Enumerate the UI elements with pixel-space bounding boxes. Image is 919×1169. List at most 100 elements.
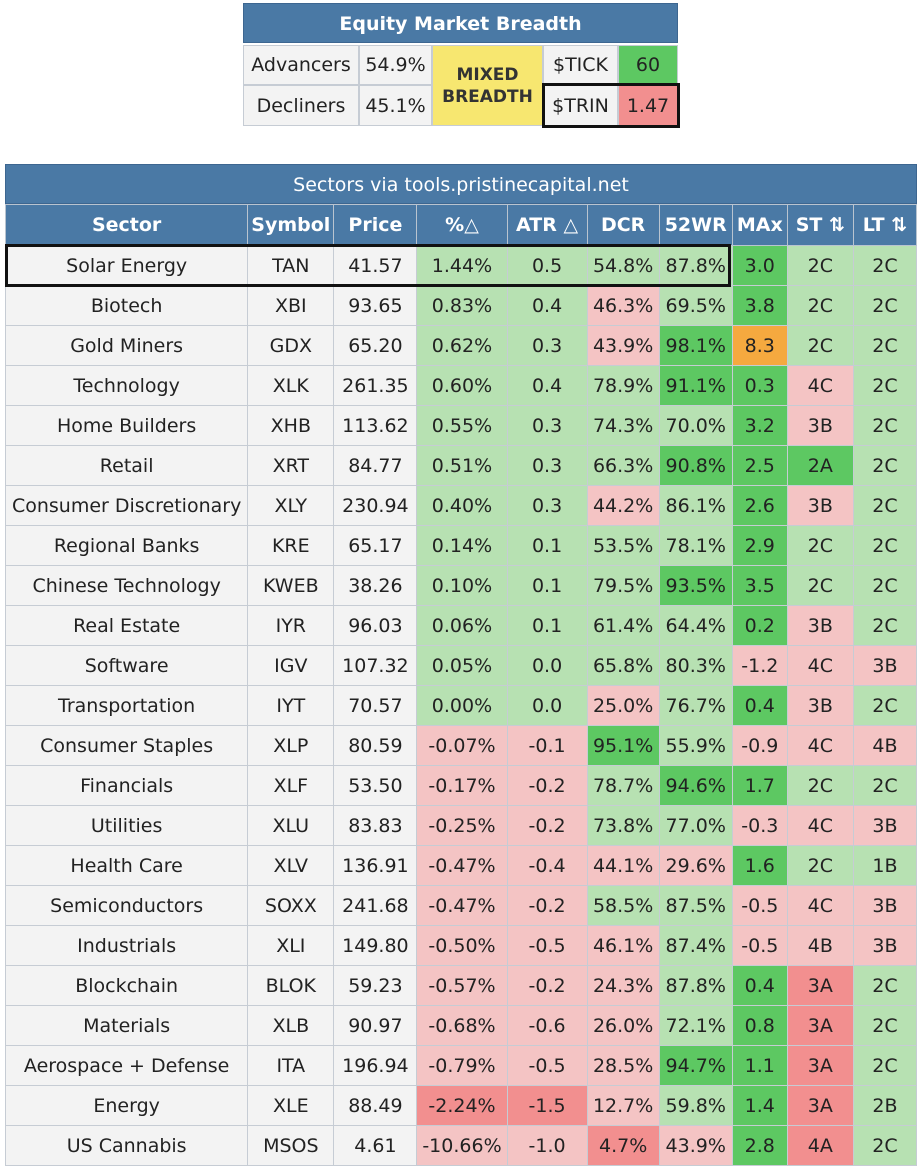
- cell-lt: 2C: [852, 1045, 918, 1086]
- cell-price: 107.32: [333, 645, 418, 686]
- cell-symbol: IYT: [247, 685, 335, 726]
- cell-sector: US Cannabis: [4, 1125, 249, 1166]
- cell-max: -0.5: [731, 885, 788, 926]
- cell-symbol: IGV: [247, 645, 335, 686]
- cell-dcr: 25.0%: [586, 685, 660, 726]
- cell-lt: 2C: [852, 405, 918, 446]
- cell-52wr: 93.5%: [658, 565, 733, 606]
- cell-52wr: 78.1%: [658, 525, 733, 566]
- header-symbol[interactable]: Symbol: [247, 204, 335, 246]
- cell-pct-change: 0.60%: [416, 365, 508, 406]
- cell-atr-change: 0.1: [506, 565, 588, 606]
- cell-sector: Utilities: [4, 805, 249, 846]
- cell-pct-change: 0.83%: [416, 285, 508, 326]
- cell-pct-change: 0.14%: [416, 525, 508, 566]
- cell-st: 3B: [786, 685, 854, 726]
- decliners-value: 45.1%: [359, 85, 432, 126]
- header-sector[interactable]: Sector: [4, 204, 249, 246]
- cell-max: 1.7: [731, 765, 788, 806]
- header-52wr[interactable]: 52WR: [658, 204, 733, 246]
- cell-atr-change: 0.4: [506, 365, 588, 406]
- cell-max: 1.4: [731, 1085, 788, 1126]
- cell-atr-change: 0.1: [506, 525, 588, 566]
- cell-price: 196.94: [333, 1045, 418, 1086]
- cell-max: 0.3: [731, 365, 788, 406]
- cell-52wr: 80.3%: [658, 645, 733, 686]
- cell-pct-change: -0.79%: [416, 1045, 508, 1086]
- cell-lt: 3B: [852, 925, 918, 966]
- header-pct-change[interactable]: %△: [416, 204, 508, 246]
- cell-sector: Industrials: [4, 925, 249, 966]
- cell-symbol: XBI: [247, 285, 335, 326]
- cell-lt: 2C: [852, 765, 918, 806]
- cell-sector: Materials: [4, 1005, 249, 1046]
- cell-max: 1.1: [731, 1045, 788, 1086]
- cell-st: 2C: [786, 245, 854, 286]
- cell-st: 2C: [786, 525, 854, 566]
- cell-lt: 2C: [852, 325, 918, 366]
- cell-52wr: 87.5%: [658, 885, 733, 926]
- cell-pct-change: 0.06%: [416, 605, 508, 646]
- cell-max: 3.0: [731, 245, 788, 286]
- cell-sector: Transportation: [4, 685, 249, 726]
- cell-symbol: MSOS: [247, 1125, 335, 1166]
- cell-pct-change: -0.68%: [416, 1005, 508, 1046]
- cell-price: 149.80: [333, 925, 418, 966]
- cell-52wr: 69.5%: [658, 285, 733, 326]
- cell-st: 2C: [786, 285, 854, 326]
- cell-sector: Home Builders: [4, 405, 249, 446]
- cell-dcr: 12.7%: [586, 1085, 660, 1126]
- market-breadth-panel: Equity Market Breadth Advancers 54.9% De…: [243, 3, 680, 128]
- cell-sector: Chinese Technology: [4, 565, 249, 606]
- cell-atr-change: 0.0: [506, 685, 588, 726]
- cell-dcr: 74.3%: [586, 405, 660, 446]
- cell-price: 136.91: [333, 845, 418, 886]
- table-row: Home Builders XHB 113.62 0.55% 0.3 74.3% 70.0%…: [4, 405, 918, 446]
- header-max[interactable]: MAx: [731, 204, 788, 246]
- cell-pct-change: 0.55%: [416, 405, 508, 446]
- cell-lt: 2C: [852, 1125, 918, 1166]
- cell-lt: 3B: [852, 805, 918, 846]
- cell-52wr: 43.9%: [658, 1125, 733, 1166]
- cell-max: -1.2: [731, 645, 788, 686]
- cell-max: 0.4: [731, 685, 788, 726]
- decliners-label: Decliners: [243, 85, 359, 126]
- cell-price: 93.65: [333, 285, 418, 326]
- cell-lt: 2C: [852, 445, 918, 486]
- cell-dcr: 66.3%: [586, 445, 660, 486]
- cell-atr-change: -0.1: [506, 725, 588, 766]
- cell-pct-change: 0.40%: [416, 485, 508, 526]
- sectors-panel: Sectors via tools.pristinecapital.net Se…: [4, 164, 918, 1166]
- cell-pct-change: 0.62%: [416, 325, 508, 366]
- cell-sector: Biotech: [4, 285, 249, 326]
- cell-lt: 3B: [852, 645, 918, 686]
- cell-dcr: 58.5%: [586, 885, 660, 926]
- cell-dcr: 4.7%: [586, 1125, 660, 1166]
- header-dcr[interactable]: DCR: [586, 204, 660, 246]
- cell-symbol: KRE: [247, 525, 335, 566]
- header-st-sort[interactable]: ST ⇅: [786, 204, 854, 246]
- cell-atr-change: -0.2: [506, 805, 588, 846]
- cell-lt: 2C: [852, 365, 918, 406]
- cell-st: 2C: [786, 325, 854, 366]
- cell-52wr: 72.1%: [658, 1005, 733, 1046]
- cell-dcr: 65.8%: [586, 645, 660, 686]
- table-row: Regional Banks KRE 65.17 0.14% 0.1 53.5% 78.1%…: [4, 525, 918, 566]
- table-row: Semiconductors SOXX 241.68 -0.47% -0.2 58.5% 8…: [4, 885, 918, 926]
- cell-dcr: 43.9%: [586, 325, 660, 366]
- cell-sector: Real Estate: [4, 605, 249, 646]
- header-price[interactable]: Price: [333, 204, 418, 246]
- header-atr-change[interactable]: ATR △: [506, 204, 588, 246]
- table-row: Software IGV 107.32 0.05% 0.0 65.8% 80.3% -1.2 4…: [4, 645, 918, 686]
- cell-price: 53.50: [333, 765, 418, 806]
- cell-dcr: 44.1%: [586, 845, 660, 886]
- cell-atr-change: 0.4: [506, 285, 588, 326]
- cell-max: 3.5: [731, 565, 788, 606]
- cell-price: 261.35: [333, 365, 418, 406]
- table-row: Blockchain BLOK 59.23 -0.57% -0.2 24.3% 87.8% 0…: [4, 965, 918, 1006]
- cell-max: -0.5: [731, 925, 788, 966]
- cell-sector: Retail: [4, 445, 249, 486]
- table-row: Chinese Technology KWEB 38.26 0.10% 0.1 79.5%…: [4, 565, 918, 606]
- header-lt-sort[interactable]: LT ⇅: [852, 204, 918, 246]
- advancers-label: Advancers: [243, 45, 359, 85]
